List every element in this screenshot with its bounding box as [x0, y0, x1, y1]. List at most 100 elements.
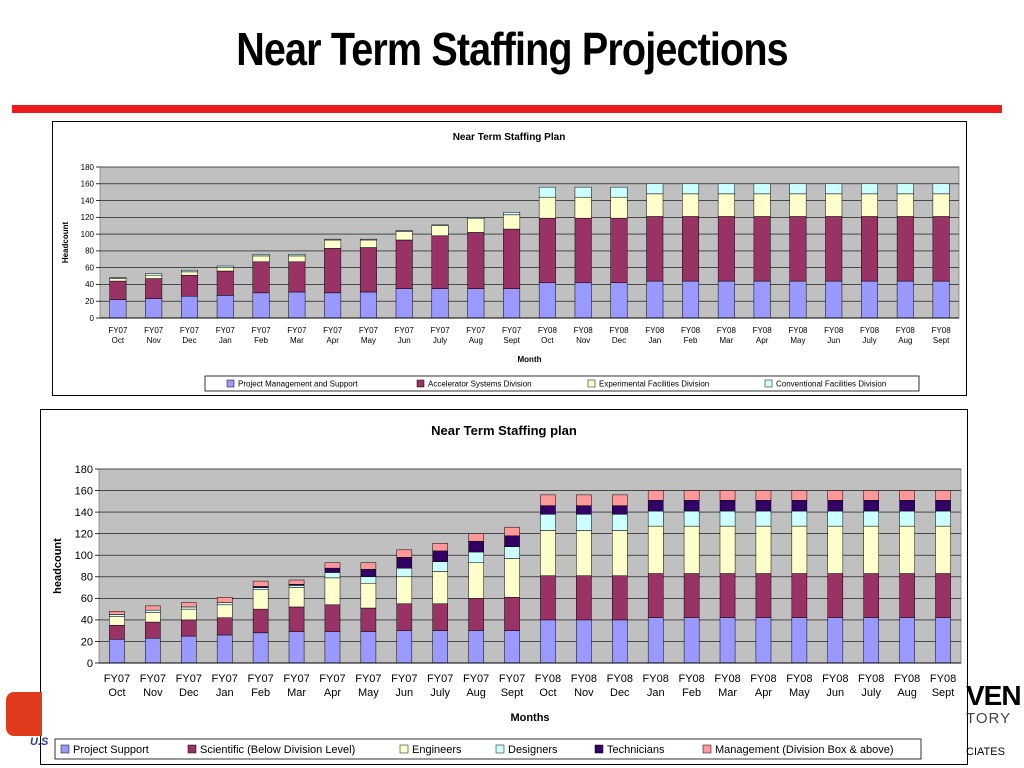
bar-segment-2 [252, 608, 269, 634]
y-tick-label: 160 [75, 485, 93, 497]
x-tick-label-month: Apr [755, 687, 772, 699]
bar-segment-1 [503, 288, 521, 319]
x-tick-label-year: FY08 [822, 673, 848, 685]
bar-segment-1 [899, 617, 915, 664]
legend-swatch-1 [226, 379, 235, 388]
bar-segment-2 [288, 261, 306, 293]
bar-segment-3 [432, 571, 449, 604]
bar-segment-1 [683, 617, 700, 664]
bar-segment-3 [610, 196, 628, 219]
y-tick-label: 80 [81, 572, 93, 584]
bar-segment-2 [288, 606, 305, 632]
bar-segment-3 [827, 525, 844, 574]
plot-area [98, 468, 962, 664]
bar-segment-5 [504, 535, 520, 547]
bar-segment-3 [576, 530, 592, 576]
x-tick-label-year: FY08 [571, 673, 597, 685]
bar-segment-4 [717, 183, 735, 195]
x-tick-label-month: Sept [933, 336, 950, 345]
bar-segment-2 [863, 573, 880, 618]
bar-segment-3 [896, 193, 914, 217]
bar-segment-3 [324, 239, 342, 249]
x-tick-label-year: FY07 [176, 673, 202, 685]
legend-label-6: Management (Division Box & above) [715, 744, 894, 756]
bar-segment-2 [538, 217, 556, 284]
bar-segment-2 [825, 216, 843, 282]
x-tick-label-month: July [433, 336, 447, 345]
bar-segment-2 [109, 280, 127, 300]
bar-segment-1 [396, 630, 413, 664]
x-tick-label-year: FY07 [247, 673, 273, 685]
bar-segment-5 [576, 505, 592, 515]
bar-segment-5 [899, 500, 915, 512]
bar-segment-6 [719, 490, 736, 501]
bar-segment-4 [719, 510, 736, 527]
bar-segment-2 [899, 573, 915, 618]
x-tick-label-year: FY07 [104, 673, 130, 685]
bar-segment-1 [825, 280, 843, 319]
bar-segment-1 [863, 617, 880, 664]
bar-segment-3 [932, 193, 950, 217]
bar-segment-2 [324, 248, 342, 294]
x-tick-label-year: FY07 [463, 673, 489, 685]
bar-segment-4 [432, 561, 449, 572]
bar-segment-3 [145, 274, 163, 279]
bar-segment-4 [827, 510, 844, 527]
bar-segment-1 [753, 280, 771, 319]
legend-label-3: Experimental Facilities Division [599, 379, 709, 388]
bar-segment-4 [576, 514, 592, 531]
x-tick-label-month: July [861, 687, 881, 699]
x-tick-label-year: FY08 [717, 326, 737, 335]
bar-segment-2 [180, 619, 197, 637]
bar-segment-1 [109, 639, 125, 664]
x-tick-label-year: FY07 [252, 326, 272, 335]
y-tick-label: 100 [75, 550, 93, 562]
bar-segment-3 [861, 193, 879, 217]
x-tick-label-year: FY07 [144, 326, 164, 335]
y-tick-label: 100 [81, 230, 95, 239]
bar-segment-2 [896, 216, 914, 282]
bar-segment-3 [717, 193, 735, 217]
doe-logo: U.S [6, 692, 48, 752]
bar-segment-1 [360, 631, 377, 664]
bar-segment-1 [576, 619, 592, 664]
legend-swatch-1 [60, 744, 70, 754]
bar-segment-3 [682, 193, 700, 217]
bar-segment-1 [610, 282, 628, 319]
x-tick-label-month: Aug [898, 336, 912, 345]
bar-segment-3 [180, 271, 198, 276]
bar-segment-6 [252, 580, 269, 587]
x-tick-label-year: FY07 [427, 673, 453, 685]
x-tick-label-year: FY07 [359, 326, 379, 335]
legend-swatch-2 [416, 379, 425, 388]
legend-swatch-5 [594, 744, 604, 754]
bar-segment-6 [540, 494, 556, 506]
bar-segment-4 [180, 269, 198, 273]
bar-segment-2 [396, 603, 413, 631]
y-tick-label: 40 [81, 615, 93, 627]
x-tick-label-year: FY07 [319, 673, 345, 685]
bar-segment-2 [576, 575, 592, 621]
title-divider [12, 105, 1002, 113]
bar-segment-4 [646, 183, 664, 195]
bar-segment-4 [288, 253, 306, 257]
bar-segment-2 [682, 216, 700, 282]
bar-segment-4 [216, 602, 233, 606]
bar-segment-1 [717, 280, 735, 319]
bar-segment-3 [755, 525, 772, 574]
bar-segment-6 [468, 533, 484, 542]
bar-segment-5 [360, 568, 377, 578]
bar-segment-2 [935, 573, 951, 618]
y-tick-label: 20 [85, 297, 94, 306]
bar-segment-2 [755, 573, 772, 618]
bar-segment-4 [538, 186, 556, 198]
x-tick-label-month: Sept [501, 687, 524, 699]
legend-swatch-3 [399, 744, 409, 754]
bar-segment-5 [719, 500, 736, 512]
bar-segment-6 [432, 543, 449, 552]
y-tick-label: 60 [85, 263, 94, 272]
bar-segment-3 [467, 217, 485, 233]
bar-segment-1 [288, 631, 305, 664]
bar-segment-2 [504, 597, 520, 631]
bar-segment-1 [359, 291, 377, 319]
